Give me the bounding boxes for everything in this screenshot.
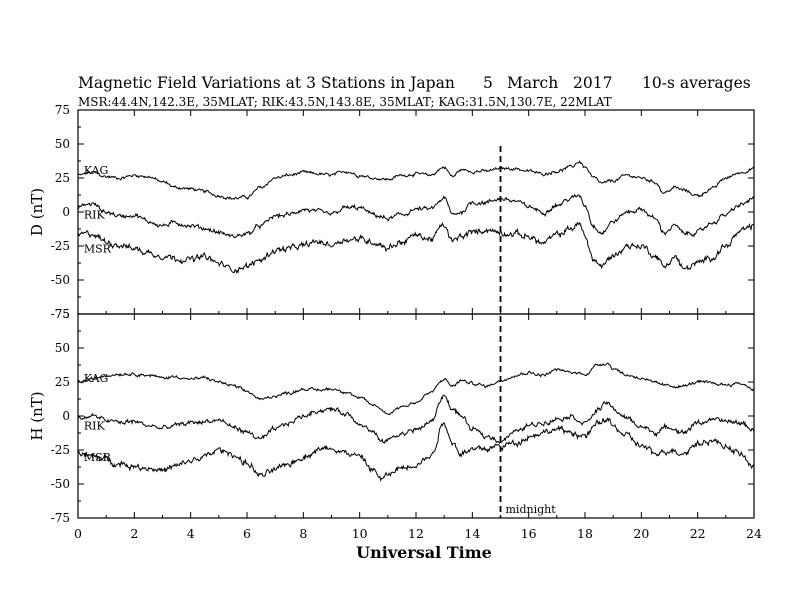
y-tick-label: 25 [55, 171, 70, 185]
station-label-msr: MSR [84, 451, 112, 464]
panel-frame [77, 313, 755, 519]
y-tick-label: 75 [55, 103, 70, 117]
midnight-marker: midnight [499, 146, 557, 518]
station-label-msr: MSR [84, 243, 112, 256]
chart-title: Magnetic Field Variations at 3 Stations … [78, 74, 455, 92]
x-tick-label: 2 [130, 526, 138, 541]
averaging-note: 10-s averages [642, 74, 751, 92]
plot-panels: 75 50 25 0 -25 -50 -75 D (nT) KAG RIK MSR 75 50 25 0 -2… [28, 103, 755, 525]
y-tick-label: 75 [55, 307, 70, 321]
y-tick-label: 50 [55, 137, 70, 151]
midnight-label: midnight [506, 503, 557, 516]
x-tick-label: 6 [243, 526, 251, 541]
series-line-kag [77, 160, 755, 201]
series-line-msr [77, 221, 755, 274]
chart-header: Magnetic Field Variations at 3 Stations … [78, 74, 751, 109]
series-line-rik [77, 394, 755, 445]
y-tick-label: 25 [55, 375, 70, 389]
x-tick-label: 18 [577, 526, 593, 541]
panel-h: 75 50 25 0 -25 -50 -75 H (nT) KAG RIK MSR [28, 307, 755, 525]
y-tick-label: -25 [51, 443, 70, 457]
x-tick-label: 4 [187, 526, 195, 541]
y-tick-label: -75 [51, 511, 70, 525]
station-label-kag: KAG [84, 372, 109, 385]
date-month: March [507, 74, 558, 92]
x-axis-title: Universal Time [356, 543, 492, 562]
y-axis-title: D (nT) [28, 188, 46, 236]
y-tick-label: 0 [62, 205, 70, 219]
x-tick-label: 10 [352, 526, 368, 541]
y-tick-label: 50 [55, 341, 70, 355]
y-tick-label: -75 [51, 307, 70, 321]
panel-frame [77, 109, 755, 315]
series-line-kag [77, 362, 755, 416]
station-label-kag: KAG [84, 164, 109, 177]
date-year: 2017 [573, 74, 612, 92]
station-label-rik: RIK [84, 209, 106, 222]
y-axis-title: H (nT) [28, 391, 46, 440]
x-tick-label: 22 [690, 526, 706, 541]
series-line-rik [77, 193, 755, 239]
panel-d: 75 50 25 0 -25 -50 -75 D (nT) KAG RIK MSR [28, 103, 755, 321]
station-coordinates: MSR:44.4N,142.3E, 35MLAT; RIK:43.5N,143.… [78, 95, 612, 109]
y-tick-label: -50 [51, 477, 70, 491]
series-line-msr [77, 417, 755, 482]
x-tick-label: 20 [633, 526, 649, 541]
x-tick-label: 0 [74, 526, 82, 541]
x-axis: 0 2 4 6 8 10 12 14 16 18 20 22 24 [74, 526, 762, 541]
x-tick-label: 16 [521, 526, 537, 541]
x-tick-label: 12 [408, 526, 424, 541]
y-tick-label: -50 [51, 273, 70, 287]
y-tick-label: 0 [62, 409, 70, 423]
x-tick-label: 14 [464, 526, 480, 541]
x-tick-label: 24 [746, 526, 762, 541]
y-tick-label: -25 [51, 239, 70, 253]
x-tick-label: 8 [299, 526, 307, 541]
date-day: 5 [483, 74, 493, 92]
station-label-rik: RIK [84, 420, 106, 433]
